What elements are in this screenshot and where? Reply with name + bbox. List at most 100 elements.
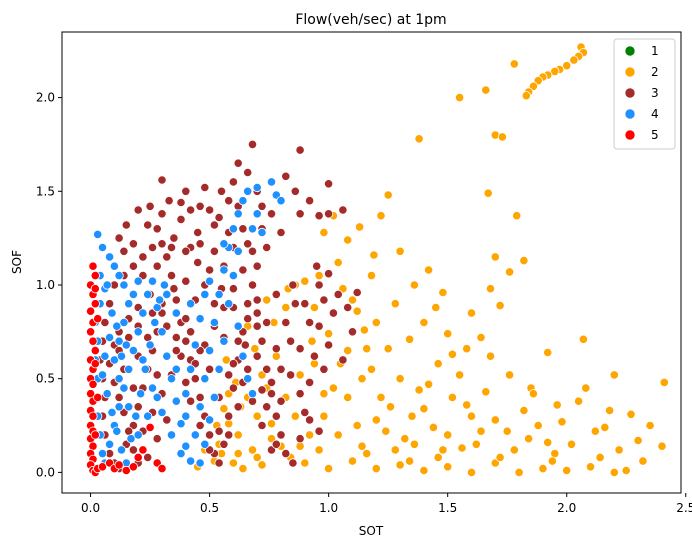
- data-point-series-2: [390, 299, 400, 309]
- data-point-series-2: [497, 132, 507, 142]
- data-point-series-2: [431, 302, 441, 313]
- legend: 1 2 3 4 5: [613, 38, 676, 150]
- data-point-series-2: [547, 456, 558, 466]
- data-point-series-2: [414, 134, 424, 144]
- data-point-series-2: [633, 435, 643, 446]
- x-tick-label: 2.0: [557, 501, 576, 515]
- legend-frame: [613, 38, 676, 150]
- data-point-series-2: [562, 61, 572, 71]
- data-point-series-2: [238, 463, 248, 474]
- data-point-series-4: [266, 177, 277, 187]
- data-point-series-4: [124, 402, 134, 412]
- data-point-series-3: [319, 295, 329, 305]
- data-point-series-2: [438, 287, 448, 298]
- data-point-series-4: [157, 327, 167, 337]
- data-point-series-4: [140, 364, 150, 374]
- data-point-series-3: [276, 430, 286, 440]
- data-point-series-4: [128, 345, 138, 356]
- data-point-series-2: [319, 411, 329, 421]
- data-point-series-2: [481, 387, 491, 397]
- data-point-series-3: [271, 344, 281, 354]
- data-point-series-4: [176, 419, 186, 429]
- data-point-series-4: [195, 314, 205, 324]
- data-point-series-3: [133, 205, 143, 215]
- data-point-series-2: [407, 411, 417, 421]
- data-point-series-4: [190, 430, 200, 440]
- data-point-series-2: [490, 415, 500, 425]
- data-point-series-3: [147, 242, 158, 253]
- data-point-series-3: [300, 407, 310, 417]
- data-point-series-3: [193, 257, 203, 268]
- data-point-series-5: [121, 465, 131, 476]
- data-point-series-4: [205, 345, 215, 356]
- data-point-series-2: [343, 345, 353, 356]
- data-point-series-3: [193, 227, 203, 238]
- data-point-series-2: [466, 411, 477, 421]
- data-point-series-4: [224, 299, 234, 309]
- data-point-series-3: [181, 186, 191, 196]
- data-point-series-2: [343, 392, 353, 402]
- data-point-series-3: [240, 340, 250, 350]
- data-point-series-2: [419, 317, 429, 328]
- data-point-series-2: [383, 190, 393, 200]
- data-point-series-4: [105, 332, 115, 343]
- data-point-series-3: [181, 276, 191, 286]
- data-point-series-3: [262, 364, 272, 374]
- plot-frame: [61, 31, 682, 494]
- data-point-series-5: [114, 460, 124, 470]
- data-point-series-3: [304, 377, 315, 387]
- data-point-series-3: [166, 242, 177, 253]
- data-point-series-3: [105, 299, 115, 309]
- data-point-series-2: [476, 426, 486, 436]
- data-point-series-3: [304, 415, 315, 425]
- data-point-series-4: [97, 370, 108, 380]
- data-point-series-2: [423, 265, 434, 275]
- data-point-series-3: [247, 139, 258, 149]
- data-point-series-3: [319, 364, 329, 374]
- chart-title: Flow(veh/sec) at 1pm: [295, 12, 446, 28]
- data-point-series-3: [304, 196, 315, 206]
- data-point-series-2: [495, 452, 505, 462]
- data-point-series-2: [383, 344, 393, 354]
- data-point-series-3: [143, 452, 153, 462]
- data-point-series-3: [295, 209, 305, 219]
- data-point-series-2: [281, 302, 291, 313]
- data-point-series-3: [257, 385, 267, 395]
- data-point-series-2: [369, 250, 379, 260]
- data-point-series-5: [93, 392, 103, 402]
- data-point-series-2: [314, 445, 324, 455]
- data-point-series-4: [116, 351, 127, 361]
- data-point-series-4: [233, 321, 243, 331]
- data-point-series-3: [152, 224, 162, 234]
- data-point-series-3: [152, 261, 162, 271]
- data-point-series-4: [228, 224, 238, 234]
- legend-marker-4: [624, 108, 636, 120]
- data-point-series-4: [105, 252, 115, 262]
- data-point-series-3: [233, 336, 243, 346]
- data-point-series-3: [338, 355, 348, 365]
- data-point-series-3: [333, 289, 343, 299]
- data-point-series-4: [126, 434, 136, 444]
- data-point-series-2: [569, 55, 579, 65]
- data-point-series-2: [352, 420, 362, 431]
- data-point-series-2: [307, 336, 317, 346]
- data-point-series-4: [247, 389, 258, 399]
- data-point-series-2: [483, 188, 493, 198]
- data-point-series-2: [466, 308, 477, 318]
- data-point-series-3: [262, 317, 272, 328]
- data-point-series-4: [162, 289, 172, 299]
- data-point-series-3: [252, 308, 262, 318]
- data-point-series-3: [328, 308, 338, 318]
- data-point-series-4: [190, 340, 200, 350]
- legend-label-2: 2: [651, 65, 659, 79]
- data-point-series-2: [443, 329, 453, 339]
- data-point-series-2: [300, 458, 310, 468]
- data-point-series-3: [171, 345, 181, 356]
- data-point-series-3: [252, 351, 262, 361]
- legend-marker-2: [624, 66, 636, 78]
- data-point-series-2: [314, 270, 324, 281]
- data-point-series-5: [138, 445, 148, 455]
- data-point-series-4: [181, 441, 191, 451]
- data-point-series-4: [209, 317, 219, 328]
- data-point-series-3: [271, 411, 281, 421]
